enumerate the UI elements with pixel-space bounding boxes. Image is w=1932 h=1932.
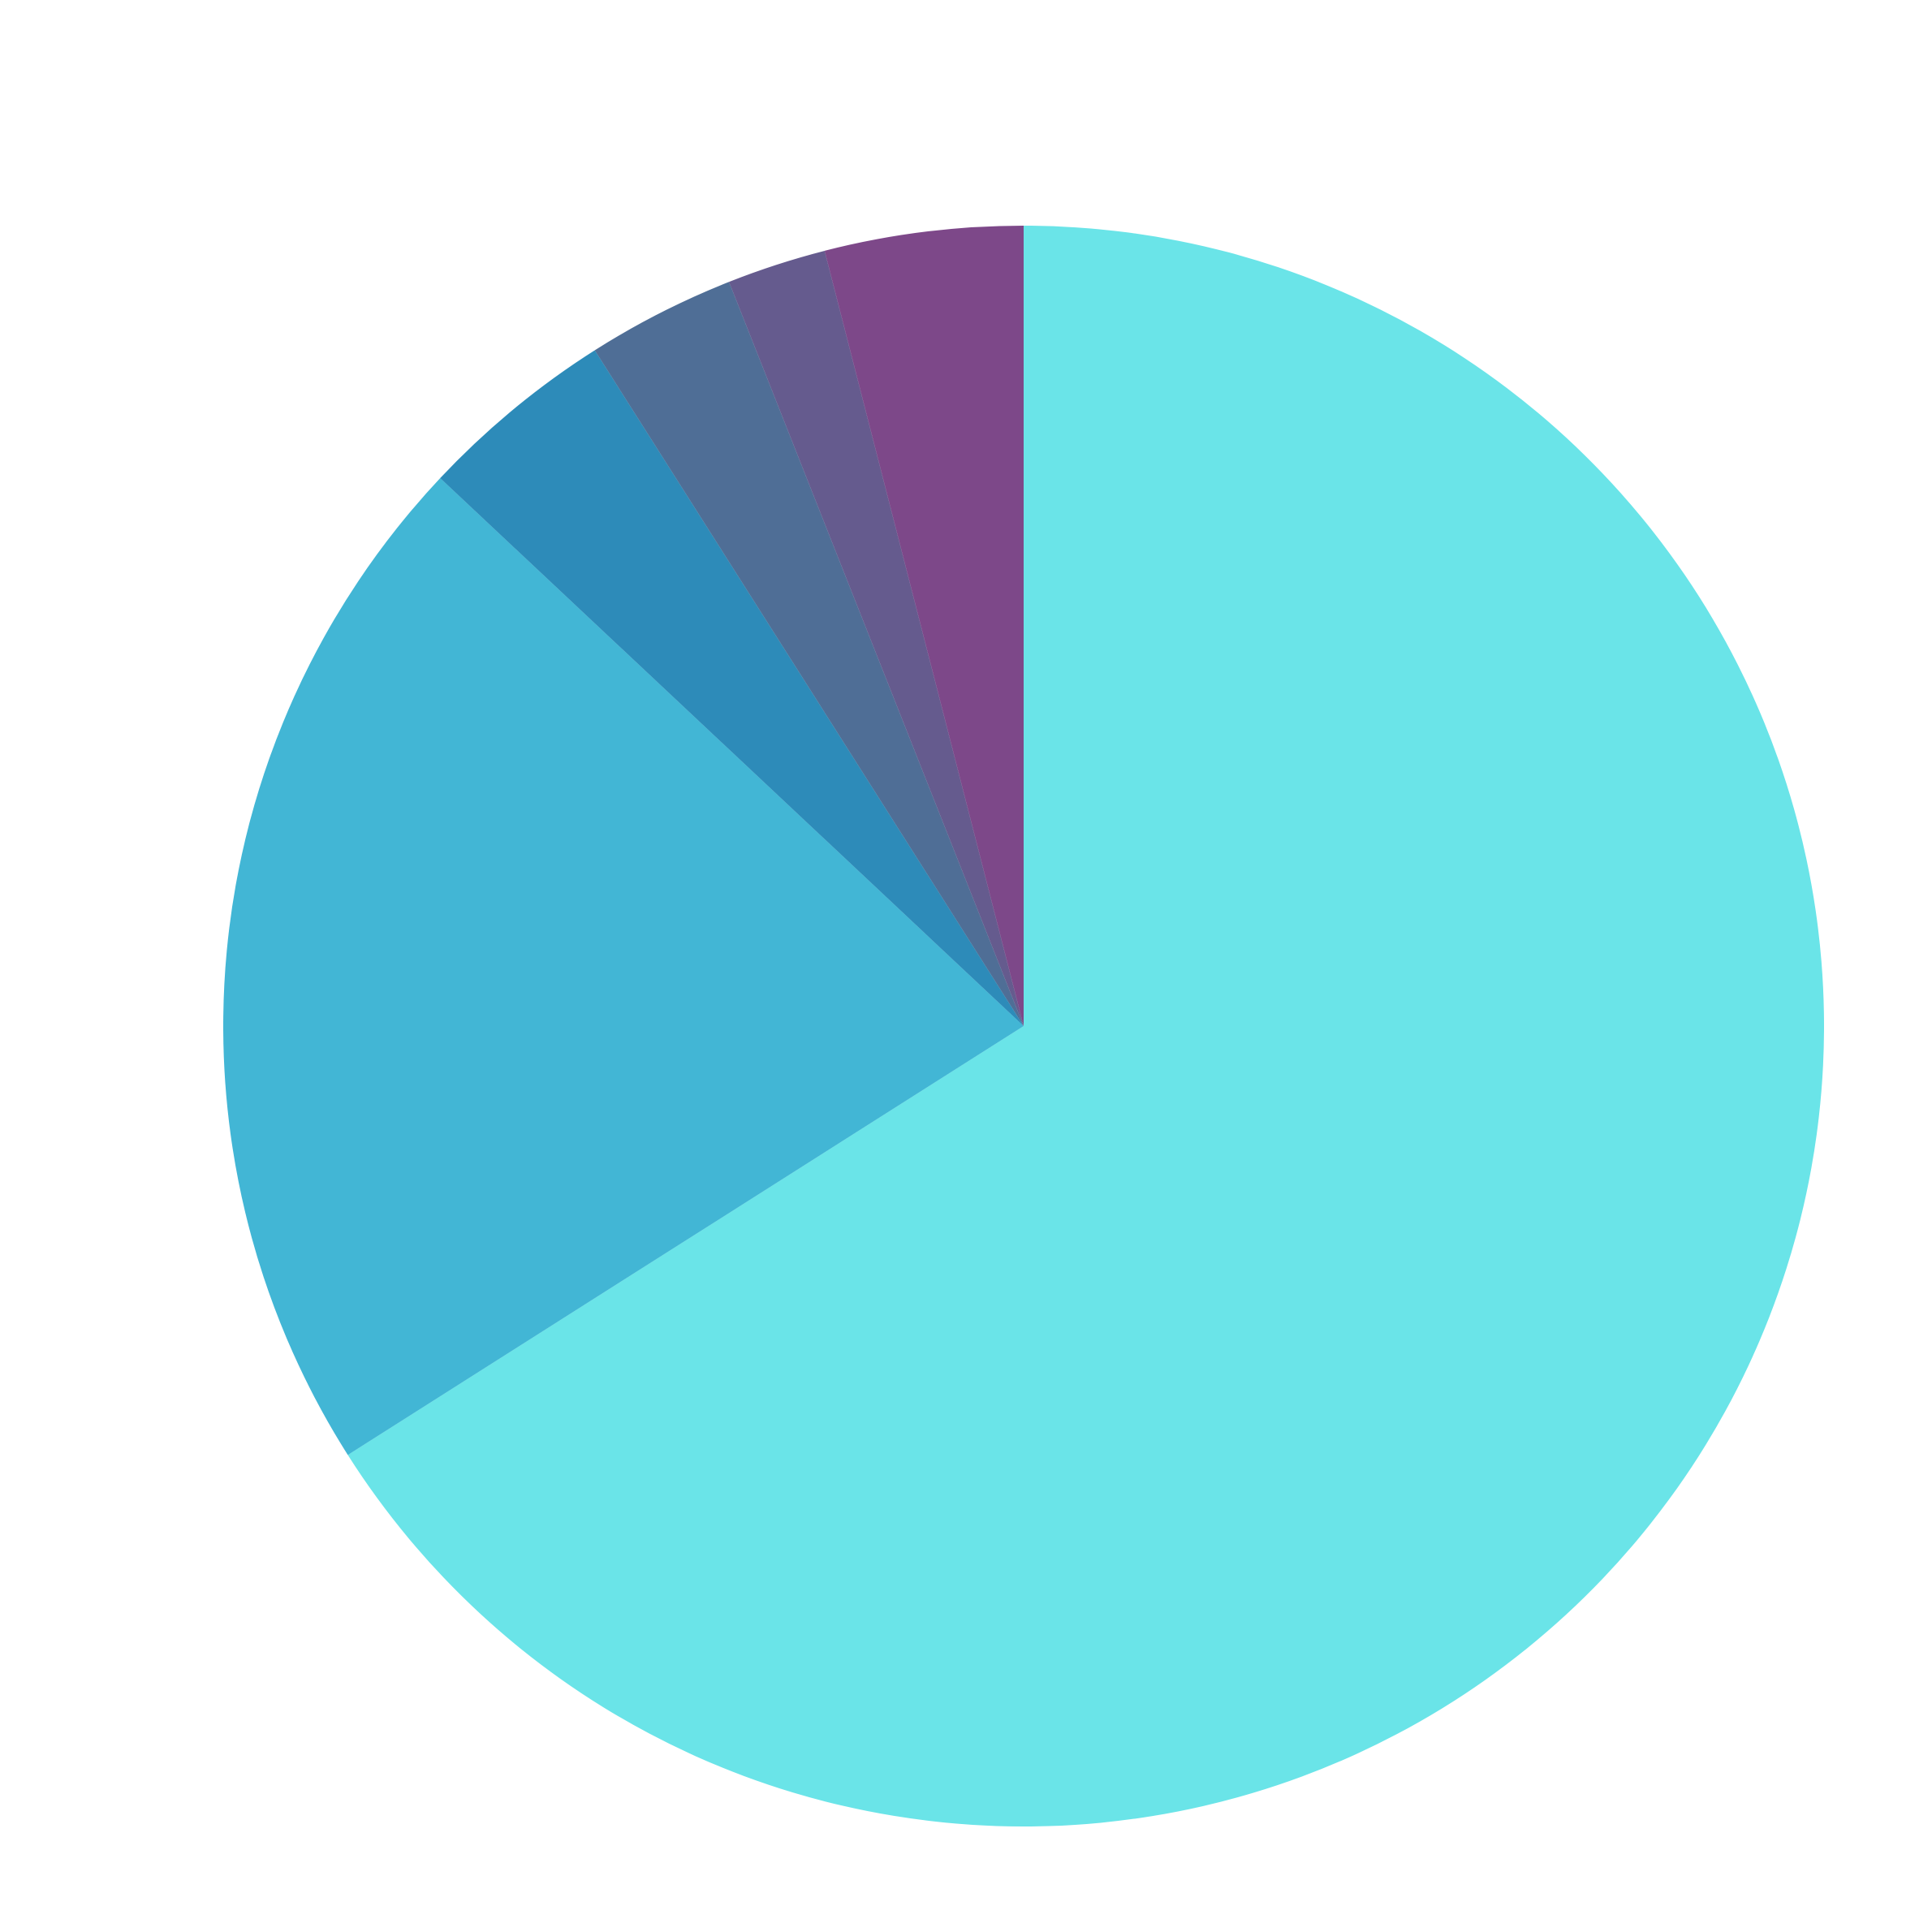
pie-slice (347, 226, 1825, 1826)
pie-slice (729, 250, 1024, 1026)
pie-slice (594, 282, 1024, 1027)
pie-slice (824, 226, 1024, 1026)
pie-slice (440, 350, 1024, 1026)
pie-slice (223, 478, 1024, 1455)
